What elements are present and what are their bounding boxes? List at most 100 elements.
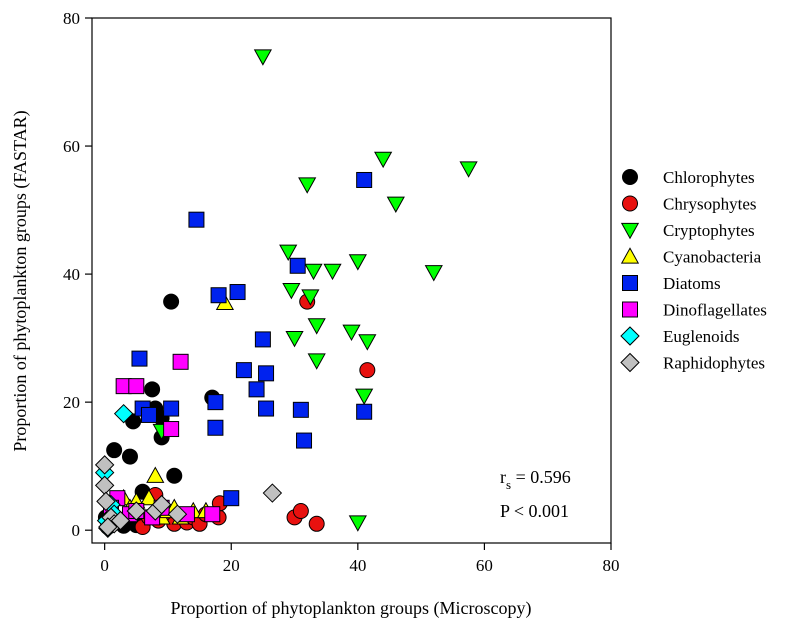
- raphidophytes-point: [262, 483, 283, 503]
- legend-item-cyanobacteria: Cyanobacteria: [620, 247, 762, 267]
- raphidophytes-point: [94, 455, 115, 475]
- legend-marker-cryptophytes: [620, 222, 640, 240]
- rs-subscript: s: [506, 477, 511, 492]
- y-tick-label: 0: [72, 521, 81, 540]
- diatoms-point: [223, 490, 240, 507]
- diatoms-point: [235, 362, 252, 379]
- diatoms-point: [292, 401, 309, 418]
- cyanobacteria-point: [139, 488, 159, 506]
- chlorophytes-point: [144, 381, 161, 398]
- legend-label-euglenoids: Euglenoids: [663, 327, 740, 346]
- chrysophytes-point: [292, 502, 309, 519]
- legend-label-diatoms: Diatoms: [663, 274, 721, 293]
- legend-label-dinoflagellates: Dinoflagellates: [663, 301, 767, 320]
- plot-frame: [91, 17, 612, 544]
- legend-item-raphidophytes: Raphidophytes: [620, 352, 765, 373]
- series-cryptophytes: [152, 49, 478, 532]
- legend-item-dinoflagellates: Dinoflagellates: [622, 301, 767, 320]
- diatoms-point: [210, 287, 227, 304]
- x-tick-label: 40: [349, 556, 366, 575]
- y-tick-label: 40: [63, 265, 80, 284]
- diatoms-point: [258, 400, 275, 417]
- legend-label-chlorophytes: Chlorophytes: [663, 168, 755, 187]
- y-tick-label: 20: [63, 393, 80, 412]
- cryptophytes-point: [285, 331, 304, 348]
- diatoms-point: [254, 331, 271, 348]
- legend-marker-cyanobacteria: [620, 247, 640, 264]
- x-tick-label: 80: [603, 556, 620, 575]
- diatoms-point: [131, 350, 148, 367]
- chrysophytes-point: [359, 362, 376, 379]
- dinoflagellates-point: [204, 506, 221, 523]
- legend-marker-euglenoids: [620, 326, 640, 346]
- diatoms-point: [207, 419, 224, 436]
- cryptophytes-point: [304, 263, 323, 281]
- diatoms-point: [289, 257, 306, 274]
- diatoms-point: [258, 365, 275, 382]
- legend-item-chlorophytes: Chlorophytes: [622, 168, 755, 187]
- cryptophytes-point: [307, 353, 326, 370]
- legend-marker-chrysophytes: [622, 195, 638, 212]
- euglenoids-point: [113, 403, 134, 424]
- rs-label: r: [500, 467, 506, 487]
- raphidophytes-point: [151, 494, 172, 515]
- diatoms-point: [207, 394, 224, 411]
- rs-value: = 0.596: [511, 467, 571, 487]
- cryptophytes-point: [342, 324, 361, 341]
- diatoms-point: [229, 284, 246, 301]
- diatoms-point: [356, 171, 373, 188]
- raphidophytes-point: [126, 501, 147, 521]
- raphidophytes-point: [167, 504, 188, 524]
- dinoflagellates-point: [172, 353, 189, 370]
- rs-annotation: rs = 0.596: [500, 467, 571, 492]
- cryptophytes-point: [253, 49, 272, 66]
- cryptophytes-point: [323, 263, 342, 281]
- legend: Chlorophytes Chrysophytes Cryptophytes Cyan…: [620, 168, 767, 373]
- series-raphidophytes: [94, 455, 283, 537]
- raphidophytes-point: [110, 510, 131, 531]
- y-tick-label: 80: [63, 9, 80, 28]
- legend-marker-raphidophytes: [620, 352, 640, 373]
- cryptophytes-point: [386, 196, 405, 213]
- cryptophytes-point: [459, 161, 478, 178]
- raphidophytes-point: [98, 517, 118, 537]
- diatoms-point: [140, 406, 157, 423]
- chlorophytes-point: [121, 448, 138, 465]
- legend-item-cryptophytes: Cryptophytes: [620, 221, 755, 240]
- chlorophytes-point: [166, 467, 183, 484]
- y-axis-ticks: 0 20 40 60 80: [63, 9, 92, 540]
- dinoflagellates-point: [128, 378, 145, 395]
- x-tick-label: 20: [223, 556, 240, 575]
- cryptophytes-point: [374, 151, 393, 169]
- cryptophytes-point: [282, 283, 301, 300]
- cryptophytes-point: [298, 177, 317, 194]
- chlorophytes-point: [163, 293, 180, 310]
- diatoms-point: [356, 403, 373, 420]
- cryptophytes-point: [301, 289, 320, 306]
- x-axis-title: Proportion of phytoplankton groups (Micr…: [171, 598, 532, 619]
- legend-item-chrysophytes: Chrysophytes: [622, 195, 757, 214]
- cryptophytes-point: [348, 254, 367, 271]
- legend-label-cyanobacteria: Cyanobacteria: [663, 248, 762, 267]
- chlorophytes-point: [106, 442, 123, 459]
- legend-label-raphidophytes: Raphidophytes: [663, 354, 765, 373]
- cryptophytes-point: [358, 334, 377, 351]
- cryptophytes-point: [355, 388, 374, 406]
- series-diatoms: [131, 171, 373, 507]
- x-axis-ticks: 0 20 40 60 80: [100, 543, 620, 575]
- legend-label-chrysophytes: Chrysophytes: [663, 195, 757, 214]
- legend-label-cryptophytes: Cryptophytes: [663, 221, 755, 240]
- legend-marker-chlorophytes: [622, 169, 638, 185]
- cryptophytes-point: [279, 244, 298, 261]
- cryptophytes-point: [348, 515, 367, 532]
- legend-marker-dinoflagellates: [622, 301, 638, 318]
- raphidophytes-point: [96, 491, 116, 512]
- legend-item-euglenoids: Euglenoids: [620, 326, 740, 346]
- legend-marker-diatoms: [622, 275, 638, 291]
- cryptophytes-point: [307, 318, 326, 335]
- cyanobacteria-point: [146, 466, 165, 483]
- diatoms-point: [188, 211, 205, 228]
- dinoflagellates-point: [163, 421, 180, 438]
- diatoms-point: [296, 432, 313, 449]
